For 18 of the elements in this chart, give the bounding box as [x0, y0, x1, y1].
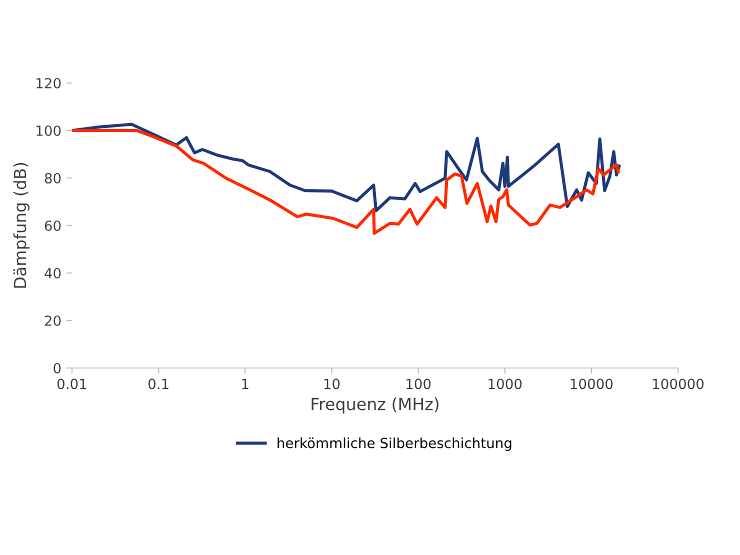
- y-tick-label: 80: [44, 172, 61, 184]
- x-tick-label: 100000: [653, 378, 704, 390]
- y-tick-label: 120: [36, 78, 61, 88]
- y-tick-label: 60: [44, 220, 61, 231]
- y-axis-title: Dämpfung (dB): [13, 163, 30, 288]
- y-tick-label: 40: [44, 268, 61, 278]
- x-tick-label: 0.01: [57, 378, 86, 390]
- x-tick-label: 10000: [570, 378, 613, 390]
- x-tick-label: 0.1: [148, 378, 168, 390]
- x-axis-title: Frequenz (MHz): [312, 397, 438, 414]
- x-tick-label: 10: [324, 378, 340, 390]
- y-tick-label: 0: [54, 362, 61, 374]
- y-tick-label: 20: [44, 315, 61, 326]
- y-tick-label: 100: [36, 125, 61, 136]
- x-tick-label: 1: [242, 378, 248, 389]
- x-tick-label: 1000: [488, 378, 522, 390]
- x-tick-label: 100: [406, 378, 431, 390]
- legend-label: herkömmliche Silberbeschichtung: [278, 438, 512, 451]
